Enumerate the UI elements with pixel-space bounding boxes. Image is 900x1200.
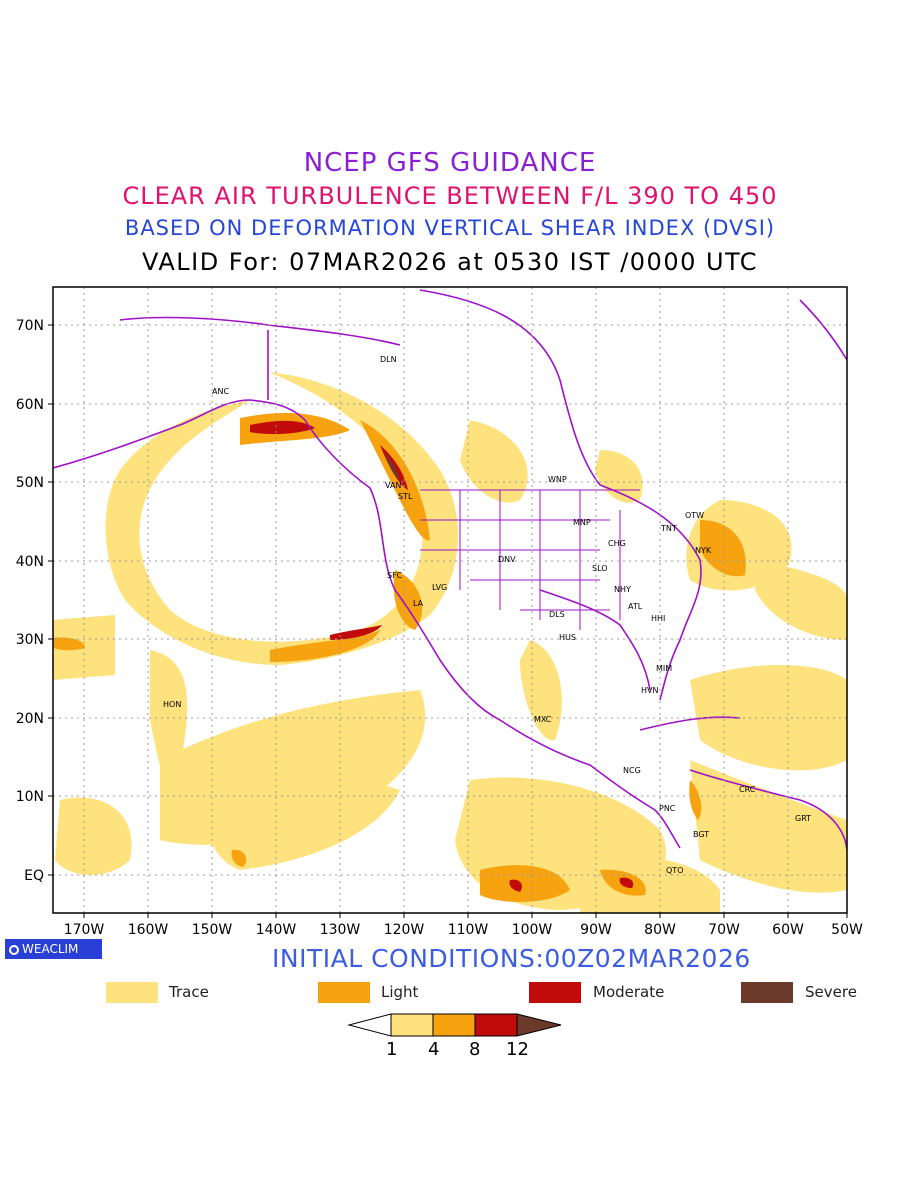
station-code: DNV [498,555,516,564]
legend-label: Moderate [593,983,665,1001]
lat-label: 60N [16,397,44,413]
station-code: ATL [628,602,643,611]
station-labels: ANC DLN VAN STL WNP MNP TNT OTW CHG NYK … [163,355,811,875]
colorbar-over-arrow [516,1013,562,1037]
legend-label: Light [381,983,419,1001]
lon-label: 170W [64,922,105,938]
station-code: CHG [608,539,626,548]
lon-label: 110W [448,922,489,938]
title-product: CLEAR AIR TURBULENCE BETWEEN F/L 390 TO … [122,182,778,210]
station-code: HUS [559,633,576,642]
lon-label: 120W [384,922,425,938]
station-code: TNT [660,524,677,533]
station-code: SLO [592,564,608,573]
lon-label: 80W [644,922,676,938]
state-borders [420,489,640,630]
longitude-labels: 170W 160W 150W 140W 130W 120W 110W 100W … [64,922,863,938]
lon-label: 150W [192,922,233,938]
station-code: QTO [666,866,683,875]
station-code: HON [163,700,181,709]
colorbar [347,1013,562,1037]
lon-label: 160W [128,922,169,938]
station-code: NYK [695,546,712,555]
coastlines [53,289,847,851]
legend-swatch [741,982,793,1003]
station-code: SFC [387,571,403,580]
lon-label: 140W [256,922,297,938]
title-valid-time: VALID For: 07MAR2026 at 0530 IST /0000 U… [141,248,759,276]
colorbar-tick: 8 [469,1039,481,1060]
station-code: MXC [534,715,552,724]
lat-label: 50N [16,475,44,491]
station-code: MNP [573,518,591,527]
lat-label: EQ [24,868,44,884]
lat-label: 40N [16,554,44,570]
station-code: CRC [739,785,756,794]
station-code: HVN [641,686,658,695]
station-code: NHY [614,585,631,594]
turbulence-field [53,287,847,913]
station-code: OTW [685,511,704,520]
lat-label: 10N [16,789,44,805]
station-code: WNP [548,475,567,484]
map-frame [52,286,848,914]
station-code: DLS [549,610,565,619]
legend-swatch [106,982,158,1003]
initial-conditions: INITIAL CONDITIONS:00Z02MAR2026 [272,944,751,973]
logo-text: WEACLIM [22,942,79,956]
title-model: NCEP GFS GUIDANCE [303,148,597,178]
station-code: VAN [385,481,401,490]
colorbar-tick: 12 [506,1039,529,1060]
title-method: BASED ON DEFORMATION VERTICAL SHEAR INDE… [124,216,776,240]
station-code: ANC [212,387,229,396]
station-code: PNC [659,804,676,813]
station-code: MIM [656,664,672,673]
lon-label: 60W [772,922,804,938]
graticule [53,287,847,913]
legend-swatch [529,982,581,1003]
station-code: NCG [623,766,641,775]
lon-label: 130W [320,922,361,938]
lon-label: 70W [708,922,740,938]
station-code: GRT [795,814,811,823]
station-code: LA [413,599,424,608]
legend-label: Trace [169,983,209,1001]
colorbar-trace [390,1013,434,1037]
lat-label: 20N [16,711,44,727]
legend-swatch [318,982,370,1003]
station-code: HHI [651,614,665,623]
colorbar-moderate [474,1013,518,1037]
lat-label: 70N [16,318,44,334]
colorbar-tick: 4 [428,1039,440,1060]
station-code: LVG [432,583,447,592]
weaclim-logo: WEACLIM [5,939,102,959]
axis-ticks [48,324,848,918]
lon-label: 100W [512,922,553,938]
lon-label: 90W [580,922,612,938]
logo-circle-icon [9,944,19,955]
station-code: BGT [693,830,709,839]
lat-label: 30N [16,632,44,648]
lon-label: 50W [831,922,863,938]
legend-label: Severe [805,983,857,1001]
colorbar-under-arrow [347,1013,392,1037]
station-code: STL [398,492,413,501]
colorbar-tick: 1 [386,1039,398,1060]
station-code: DLN [380,355,397,364]
severe-regions [385,452,400,480]
colorbar-light [432,1013,476,1037]
latitude-labels: 70N 60N 50N 40N 30N 20N 10N EQ [16,318,44,884]
